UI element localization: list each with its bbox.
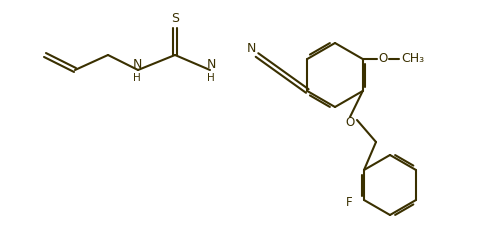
Text: H: H	[133, 73, 141, 83]
Text: N: N	[246, 42, 256, 55]
Text: H: H	[207, 73, 215, 83]
Text: S: S	[171, 12, 179, 26]
Text: O: O	[346, 116, 355, 130]
Text: N: N	[207, 58, 216, 71]
Text: O: O	[378, 52, 387, 65]
Text: N: N	[132, 58, 142, 71]
Text: F: F	[346, 195, 352, 209]
Text: CH₃: CH₃	[401, 52, 424, 65]
